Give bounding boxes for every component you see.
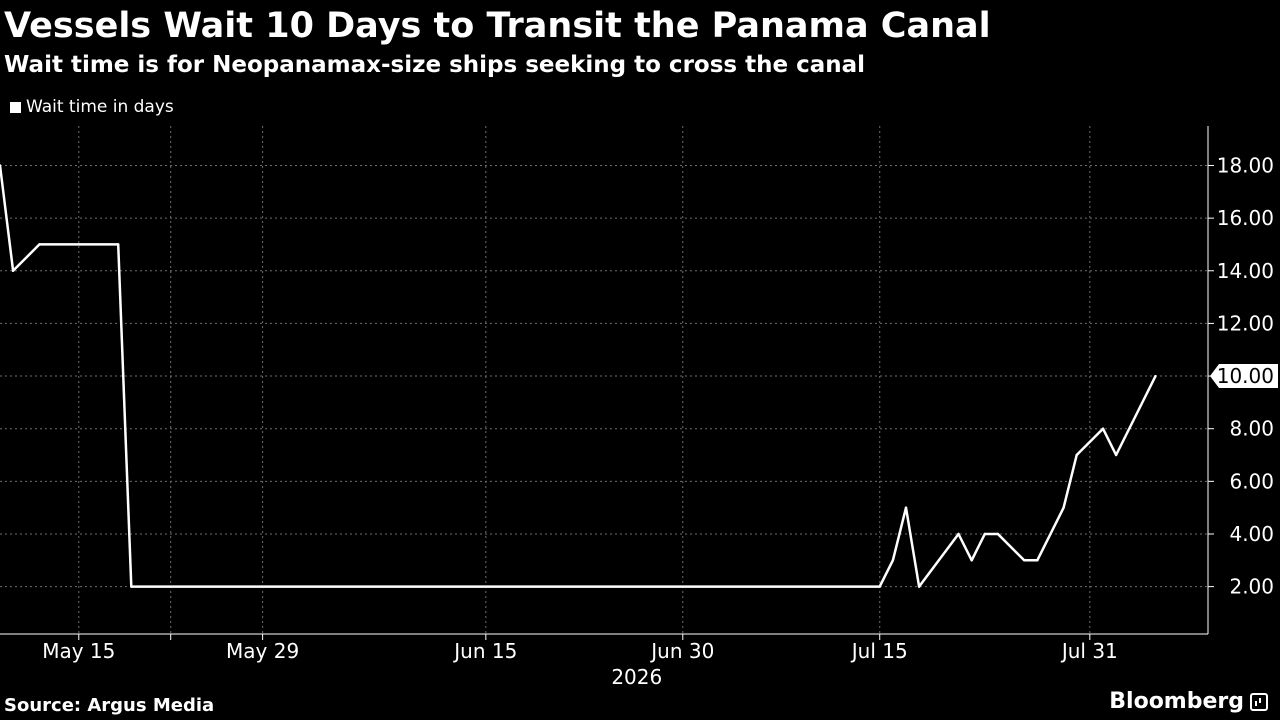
bloomberg-chart-icon <box>1250 693 1268 711</box>
data-point <box>1036 559 1039 562</box>
source-note: Source: Argus Media <box>4 695 215 716</box>
data-point <box>11 269 15 272</box>
x-tick-label: May 29 <box>226 639 299 663</box>
y-tick-label: 16.00 <box>1217 206 1274 230</box>
y-tick-label: 18.00 <box>1217 153 1274 177</box>
y-tick-label: 12.00 <box>1217 311 1274 335</box>
data-point <box>1154 374 1157 378</box>
data-point <box>983 532 986 536</box>
data-point <box>38 243 41 246</box>
data-point <box>957 532 960 536</box>
brand-logo: Bloomberg <box>1109 688 1268 716</box>
last-value-badge <box>1210 364 1278 389</box>
y-tick-label: 14.00 <box>1217 259 1274 283</box>
data-point <box>996 532 1000 536</box>
series-line <box>0 165 1157 588</box>
y-tick-label: 4.00 <box>1229 522 1274 546</box>
legend: Wait time in days <box>10 96 174 118</box>
axes: 2.00 4.00 6.00 8.00 12.00 14.00 16.00 18.00 May … <box>0 126 1274 689</box>
series-wait-time <box>0 164 1157 588</box>
data-point <box>130 585 133 588</box>
x-year-label: 2026 <box>611 665 662 689</box>
data-point <box>1114 453 1118 457</box>
data-point <box>1022 559 1026 562</box>
last-value-marker: 10.00 <box>1210 364 1278 389</box>
data-point <box>970 559 973 562</box>
data-point <box>878 585 881 588</box>
data-point <box>0 164 2 167</box>
y-tick-label: 8.00 <box>1229 417 1274 441</box>
data-point <box>1075 453 1078 457</box>
x-tick-label: May 15 <box>42 639 115 663</box>
data-point <box>1062 506 1065 509</box>
brand-name: Bloomberg <box>1109 689 1244 714</box>
grid-lines <box>0 126 1208 634</box>
chart-subtitle: Wait time is for Neopanamax-size ships s… <box>4 52 866 78</box>
data-point <box>904 506 908 509</box>
data-point <box>917 585 921 588</box>
x-tick-label: Jun 30 <box>649 639 714 663</box>
x-tick-label: Jul 31 <box>1060 639 1118 663</box>
legend-label: Wait time in days <box>26 97 174 117</box>
data-point <box>116 243 120 246</box>
data-point <box>891 559 895 562</box>
x-tick-label: Jul 15 <box>850 639 908 663</box>
legend-swatch <box>10 101 21 113</box>
x-tick-label: Jun 15 <box>452 639 517 663</box>
last-value-label: 10.00 <box>1217 364 1274 388</box>
y-tick-label: 2.00 <box>1229 575 1274 599</box>
data-point <box>1101 427 1105 430</box>
chart-title: Vessels Wait 10 Days to Transit the Pana… <box>4 6 991 46</box>
y-tick-label: 6.00 <box>1229 469 1274 493</box>
